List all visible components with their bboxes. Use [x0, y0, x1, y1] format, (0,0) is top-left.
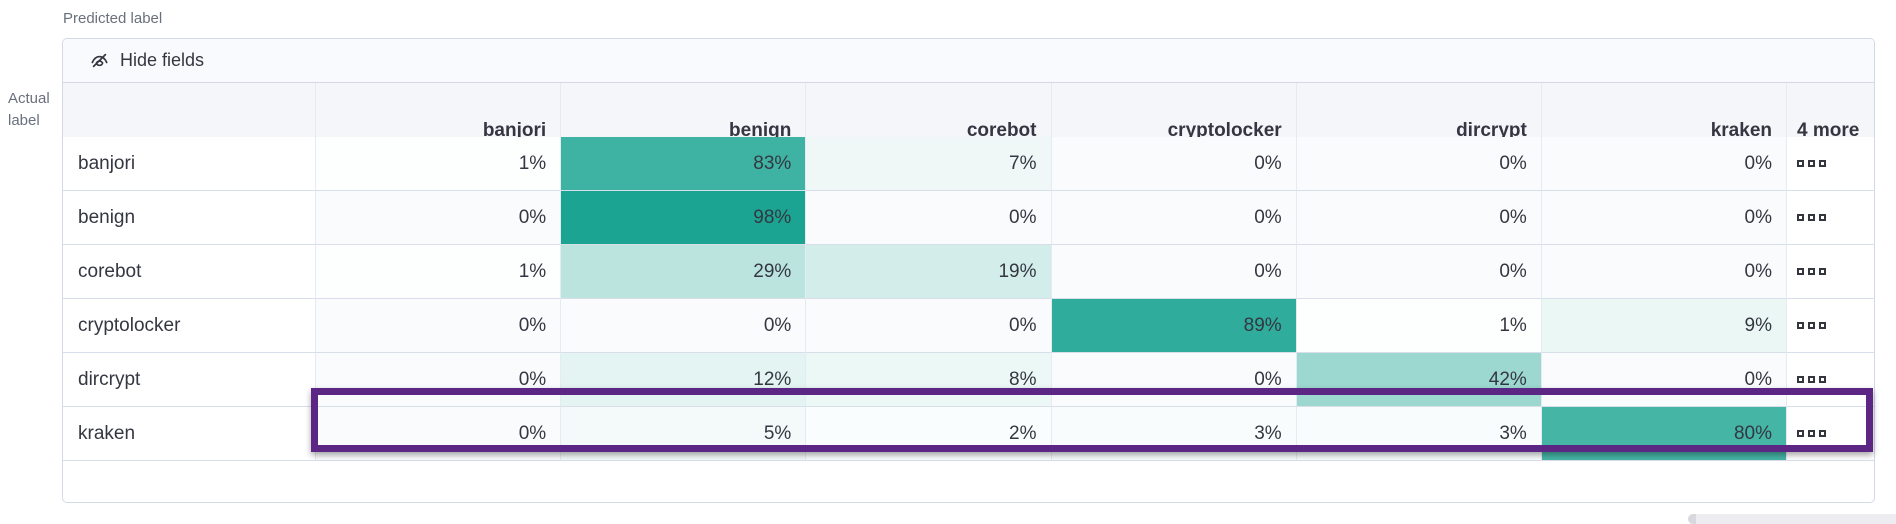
- cell-banjori-banjori[interactable]: 1%: [316, 137, 562, 191]
- cell-dircrypt-benign[interactable]: 12%: [561, 353, 807, 407]
- cell-benign-benign[interactable]: 98%: [561, 191, 807, 245]
- row-label-cryptolocker[interactable]: cryptolocker: [63, 299, 316, 353]
- cell-benign-banjori[interactable]: 0%: [316, 191, 562, 245]
- more-columns-button-benign[interactable]: [1787, 191, 1874, 245]
- horizontal-scrollbar[interactable]: [1688, 514, 1896, 524]
- boxes-horizontal-icon: [1819, 430, 1826, 437]
- boxes-horizontal-icon: [1808, 160, 1815, 167]
- cell-corebot-corebot[interactable]: 19%: [806, 245, 1052, 299]
- boxes-horizontal-icon: [1819, 376, 1826, 383]
- cell-benign-dircrypt[interactable]: 0%: [1296, 191, 1542, 245]
- boxes-horizontal-icon: [1808, 322, 1815, 329]
- cell-cryptolocker-kraken[interactable]: 9%: [1541, 299, 1787, 353]
- cell-cryptolocker-banjori[interactable]: 0%: [316, 299, 562, 353]
- boxes-horizontal-icon: [1797, 430, 1804, 437]
- row-label-benign[interactable]: benign: [63, 191, 316, 245]
- hide-fields-label: Hide fields: [120, 50, 205, 70]
- boxes-horizontal-icon: [1797, 160, 1804, 167]
- cell-kraken-corebot[interactable]: 2%: [806, 407, 1052, 461]
- more-columns-button-kraken[interactable]: [1787, 407, 1874, 461]
- cell-banjori-corebot[interactable]: 7%: [806, 137, 1052, 191]
- confusion-grid: banjori benign corebot cryptolocker dircrypt…: [63, 83, 1874, 461]
- row-label-dircrypt[interactable]: dircrypt: [63, 353, 316, 407]
- hide-fields-button[interactable]: Hide fields: [63, 39, 1874, 83]
- cell-benign-cryptolocker[interactable]: 0%: [1051, 191, 1297, 245]
- row-label-kraken[interactable]: kraken: [63, 407, 316, 461]
- boxes-horizontal-icon: [1819, 322, 1826, 329]
- boxes-horizontal-icon: [1808, 430, 1815, 437]
- row-label-banjori[interactable]: banjori: [63, 137, 316, 191]
- cell-dircrypt-dircrypt[interactable]: 42%: [1296, 353, 1542, 407]
- boxes-horizontal-icon: [1808, 268, 1815, 275]
- predicted-label: Predicted label: [63, 10, 163, 27]
- more-columns-button-banjori[interactable]: [1787, 137, 1874, 191]
- boxes-horizontal-icon: [1797, 322, 1804, 329]
- cell-corebot-banjori[interactable]: 1%: [316, 245, 562, 299]
- cell-kraken-banjori[interactable]: 0%: [316, 407, 562, 461]
- more-columns-button-cryptolocker[interactable]: [1787, 299, 1874, 353]
- cell-benign-corebot[interactable]: 0%: [806, 191, 1052, 245]
- cell-corebot-benign[interactable]: 29%: [561, 245, 807, 299]
- cell-kraken-benign[interactable]: 5%: [561, 407, 807, 461]
- row-label-corebot[interactable]: corebot: [63, 245, 316, 299]
- boxes-horizontal-icon: [1819, 214, 1826, 221]
- cell-cryptolocker-cryptolocker[interactable]: 89%: [1051, 299, 1297, 353]
- scrollbar-thumb: [1688, 514, 1696, 524]
- cell-cryptolocker-dircrypt[interactable]: 1%: [1296, 299, 1542, 353]
- eye-closed-icon: [89, 50, 110, 71]
- cell-corebot-dircrypt[interactable]: 0%: [1296, 245, 1542, 299]
- cell-dircrypt-corebot[interactable]: 8%: [806, 353, 1052, 407]
- boxes-horizontal-icon: [1797, 268, 1804, 275]
- cell-banjori-benign[interactable]: 83%: [561, 137, 807, 191]
- boxes-horizontal-icon: [1808, 376, 1815, 383]
- cell-corebot-cryptolocker[interactable]: 0%: [1051, 245, 1297, 299]
- cell-banjori-cryptolocker[interactable]: 0%: [1051, 137, 1297, 191]
- boxes-horizontal-icon: [1819, 268, 1826, 275]
- cell-cryptolocker-corebot[interactable]: 0%: [806, 299, 1052, 353]
- cell-kraken-cryptolocker[interactable]: 3%: [1051, 407, 1297, 461]
- cell-benign-kraken[interactable]: 0%: [1541, 191, 1787, 245]
- cell-dircrypt-cryptolocker[interactable]: 0%: [1051, 353, 1297, 407]
- boxes-horizontal-icon: [1808, 214, 1815, 221]
- boxes-horizontal-icon: [1797, 214, 1804, 221]
- boxes-horizontal-icon: [1819, 160, 1826, 167]
- cell-banjori-dircrypt[interactable]: 0%: [1296, 137, 1542, 191]
- cell-corebot-kraken[interactable]: 0%: [1541, 245, 1787, 299]
- cell-cryptolocker-benign[interactable]: 0%: [561, 299, 807, 353]
- more-columns-button-dircrypt[interactable]: [1787, 353, 1874, 407]
- cell-kraken-kraken[interactable]: 80%: [1541, 407, 1787, 461]
- actual-label: Actual label: [8, 90, 50, 129]
- cell-dircrypt-kraken[interactable]: 0%: [1541, 353, 1787, 407]
- confusion-matrix-panel: Hide fields banjori benign corebot cryptolo…: [62, 38, 1875, 503]
- cell-dircrypt-banjori[interactable]: 0%: [316, 353, 562, 407]
- more-columns-button-corebot[interactable]: [1787, 245, 1874, 299]
- cell-kraken-dircrypt[interactable]: 3%: [1296, 407, 1542, 461]
- boxes-horizontal-icon: [1797, 376, 1804, 383]
- cell-banjori-kraken[interactable]: 0%: [1541, 137, 1787, 191]
